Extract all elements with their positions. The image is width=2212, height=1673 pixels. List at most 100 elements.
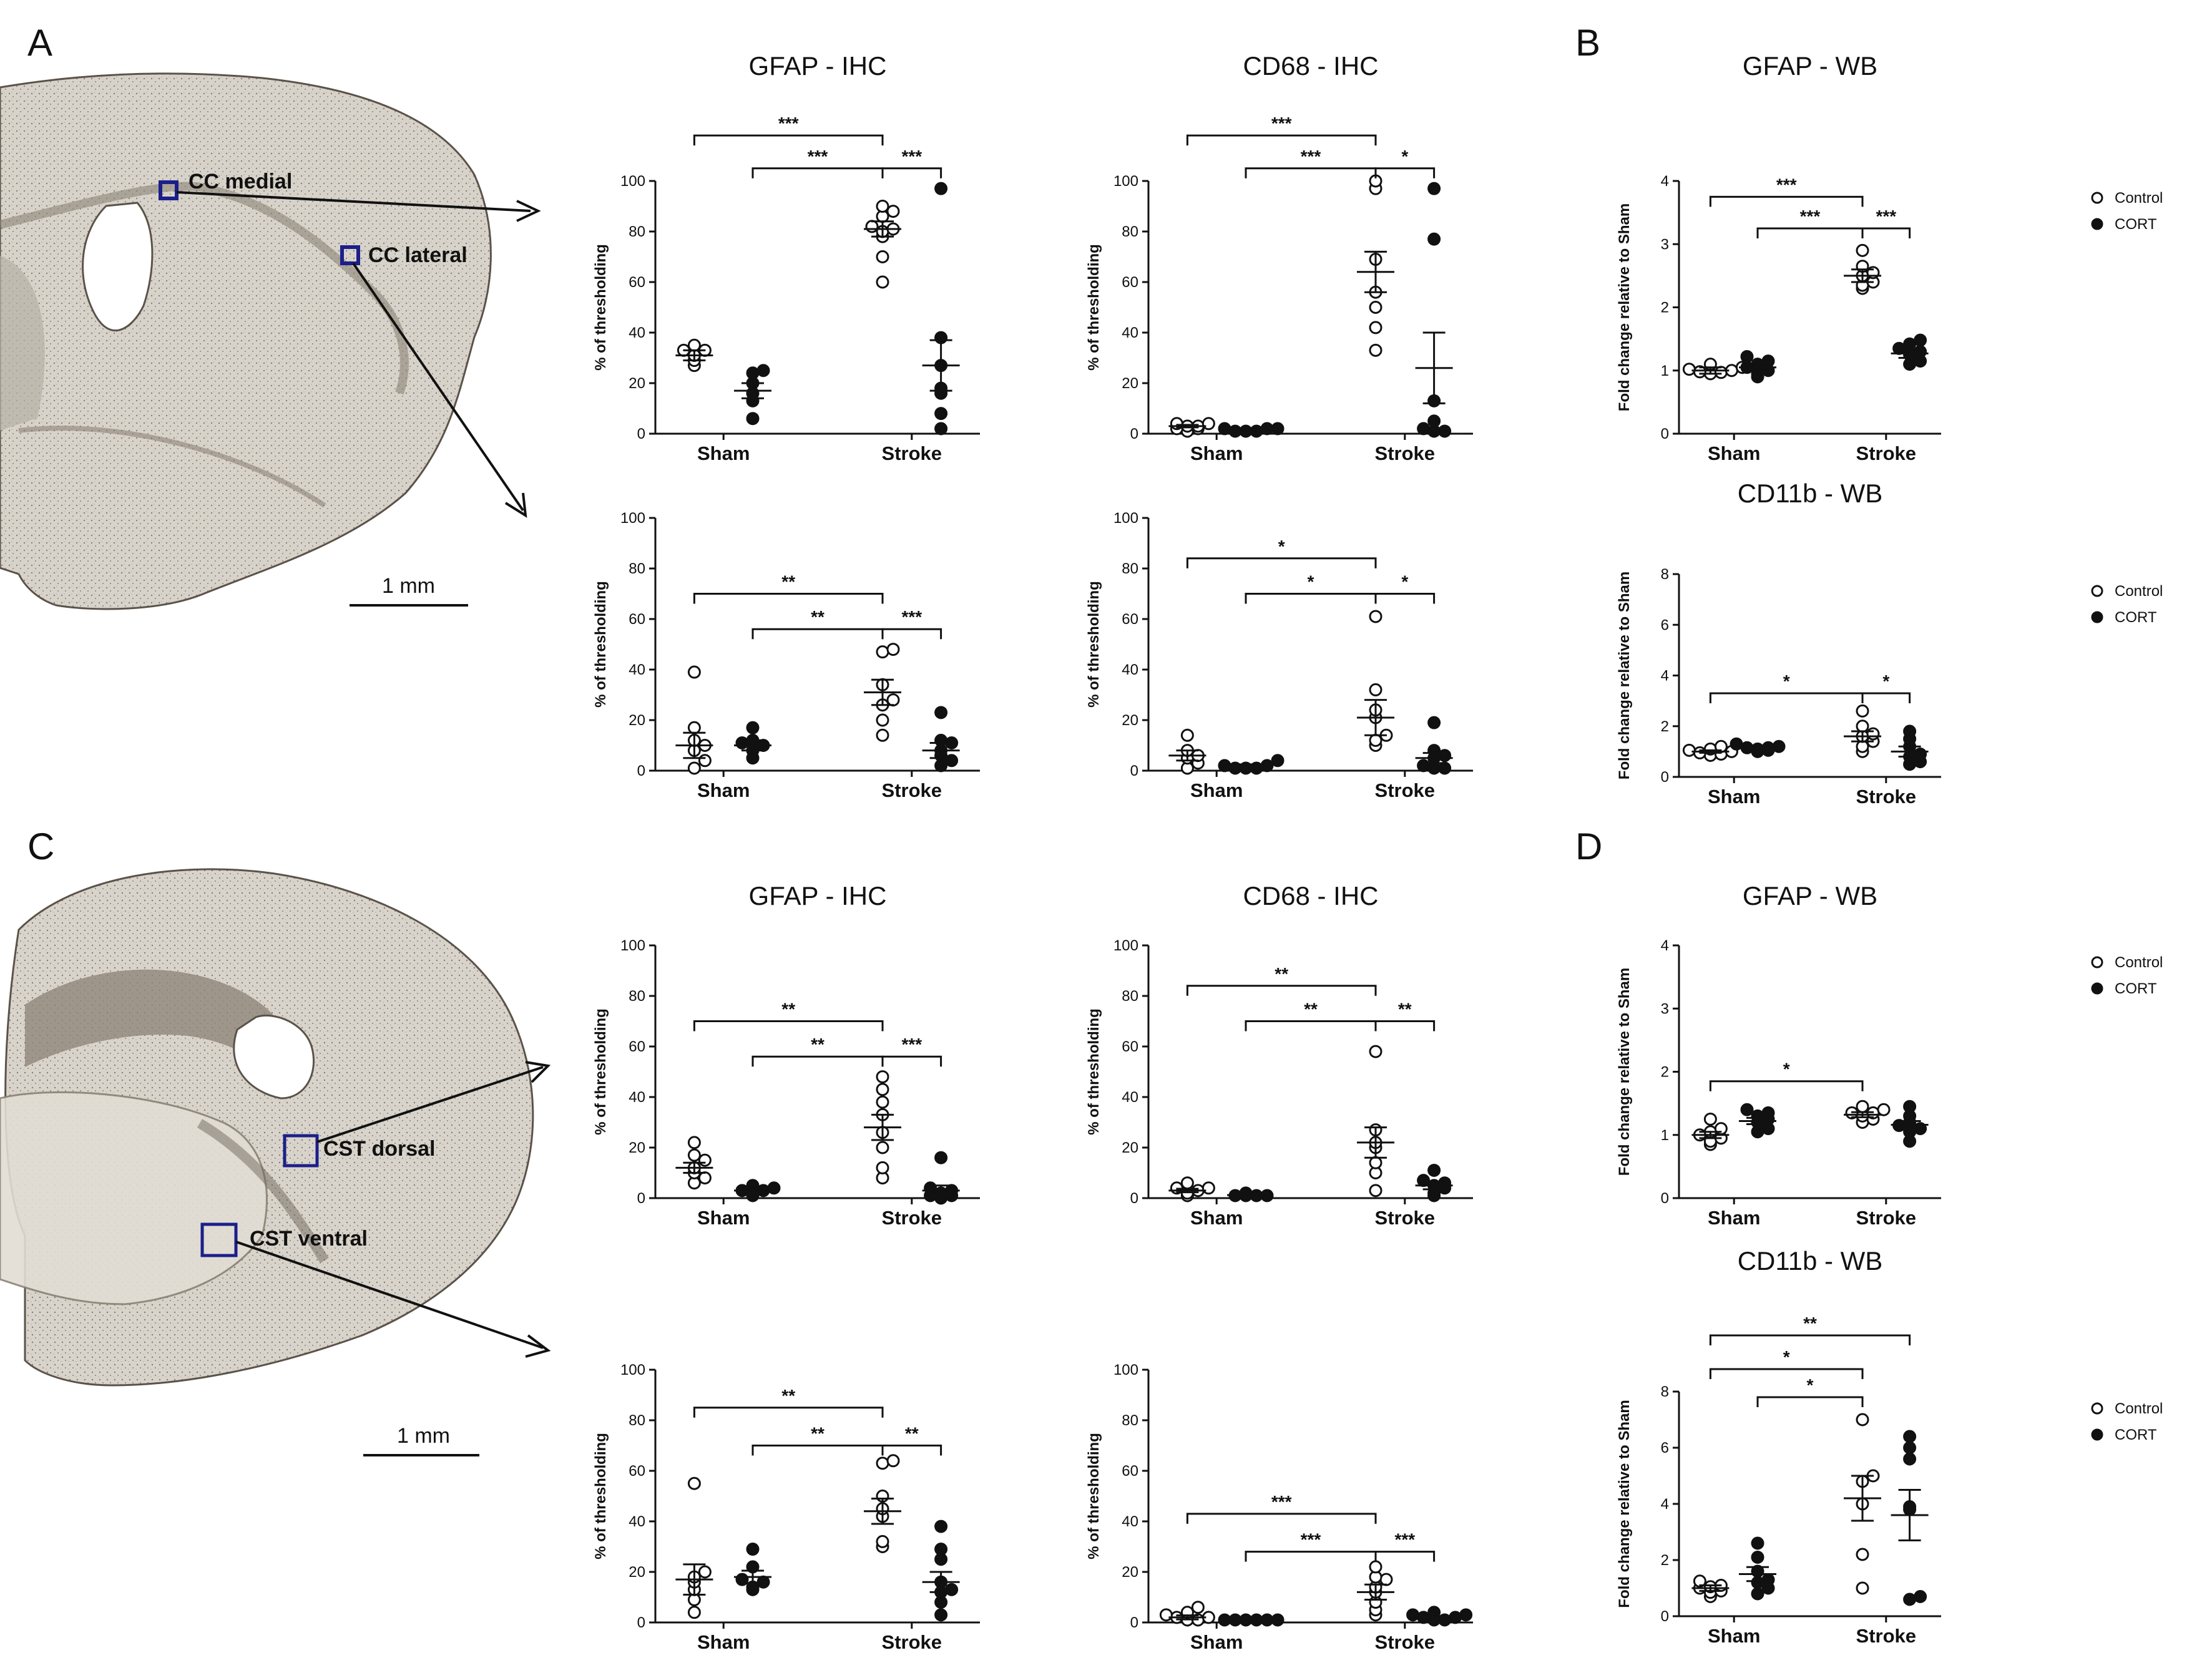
legend-marker-control: [2091, 956, 2103, 968]
y-tick-label: 60: [1122, 611, 1138, 628]
legend-marker-control: [2091, 192, 2103, 204]
significance-label: ***: [1301, 147, 1321, 166]
data-point: [945, 1583, 959, 1596]
data-point: [934, 407, 948, 421]
data-point: [1914, 747, 1927, 761]
data-point: [1427, 716, 1441, 729]
significance-bracket: [693, 1407, 884, 1418]
significance-bracket: [693, 593, 884, 604]
data-point: [1159, 1608, 1173, 1622]
significance-bracket: [1756, 1396, 1864, 1407]
ventricle-top: [82, 202, 154, 332]
y-tick-label: 8: [1661, 1383, 1669, 1400]
y-tick-label: 100: [620, 937, 645, 954]
data-point: [865, 220, 879, 233]
data-point: [876, 728, 889, 742]
chart-title: GFAP - IHC: [749, 881, 887, 910]
data-point: [1903, 1100, 1917, 1113]
x-category-label: Stroke: [1375, 1631, 1435, 1653]
data-point: [1877, 1103, 1891, 1116]
data-point: [1740, 1103, 1754, 1116]
significance-bracket: [1245, 1020, 1377, 1032]
y-tick-label: 80: [1122, 560, 1138, 577]
significance-label: **: [1275, 964, 1288, 983]
data-point: [1369, 733, 1382, 747]
roi-cst-ventral: [200, 1222, 238, 1257]
significance-bracket: [881, 1445, 942, 1456]
data-point: [1914, 344, 1927, 358]
y-tick-label: 80: [1122, 223, 1138, 240]
significance-label: *: [1401, 572, 1408, 592]
significance-bracket: [1709, 1080, 1864, 1091]
data-point: [1369, 343, 1382, 357]
data-point: [756, 1575, 770, 1589]
y-tick-label: 1: [1661, 1127, 1669, 1144]
significance-label: *: [1308, 572, 1314, 592]
data-point: [1417, 422, 1431, 436]
data-point: [1856, 719, 1869, 733]
chart-a-cd68-ihc-lateral: % of thresholding 0 20 40 60 80 100 Sham Stroke *…: [1085, 510, 1473, 801]
y-tick-label: 2: [1661, 718, 1669, 735]
y-tick-label: 100: [620, 173, 645, 190]
arrow-cst-dorsal: [316, 1066, 544, 1143]
significance-bracket: [693, 134, 884, 146]
y-tick-label: 2: [1661, 300, 1669, 316]
chart-c-cd68-ihc-ventral: % of thresholding 0 20 40 60 80 100 Sham Stroke *…: [1085, 1362, 1473, 1653]
data-point: [1751, 1551, 1764, 1564]
y-axis-label: % of thresholding: [592, 1008, 609, 1135]
data-point: [698, 754, 712, 768]
y-tick-label: 60: [1122, 274, 1138, 291]
significance-bracket: [1374, 1551, 1436, 1562]
y-axis-label: % of thresholding: [1085, 1433, 1102, 1559]
legend-label-control: Control: [2115, 190, 2163, 207]
y-tick-label: 100: [1113, 937, 1138, 954]
y-tick-label: 100: [1113, 1362, 1138, 1378]
y-tick-label: 0: [637, 1190, 645, 1207]
data-point: [876, 1161, 889, 1174]
data-point: [1740, 349, 1754, 363]
y-tick-label: 0: [637, 426, 645, 442]
x-category-label: Stroke: [1375, 1207, 1435, 1229]
data-point: [746, 366, 760, 380]
significance-label: **: [1803, 1314, 1817, 1333]
y-tick-label: 20: [1122, 712, 1138, 729]
data-point: [1903, 337, 1917, 351]
y-tick-label: 0: [1130, 1190, 1138, 1207]
panel-letter-a: A: [27, 22, 53, 64]
data-point: [876, 1141, 889, 1154]
data-point: [735, 736, 749, 749]
data-point: [1369, 1184, 1382, 1197]
data-point: [934, 706, 948, 719]
significance-bracket: [751, 1055, 884, 1067]
significance-label: **: [811, 1424, 825, 1443]
data-point: [1856, 1548, 1869, 1561]
data-point: [876, 200, 889, 213]
data-point: [687, 338, 701, 352]
data-point: [1427, 414, 1441, 428]
data-point: [746, 412, 760, 426]
data-point: [1856, 1100, 1869, 1113]
y-tick-label: 0: [1130, 1614, 1138, 1631]
data-point: [1438, 1176, 1452, 1190]
y-tick-label: 80: [629, 1412, 645, 1429]
chart-a-cd68-ihc: CD68 - IHC % of thresholding 0 20 40 60 80 100 S…: [1085, 51, 1473, 464]
significance-label: *: [1401, 147, 1408, 166]
y-axis-label: Fold change relative to Sham: [1616, 968, 1633, 1176]
data-point: [934, 422, 948, 436]
x-category-label: Sham: [697, 1631, 750, 1653]
y-axis-label: % of thresholding: [592, 244, 609, 371]
data-point: [1903, 724, 1917, 738]
significance-bracket: [1709, 1334, 1911, 1345]
data-point: [1730, 737, 1743, 751]
significance-label: **: [781, 1386, 795, 1405]
data-point: [934, 1543, 948, 1556]
data-point: [687, 1148, 701, 1162]
significance-label: **: [811, 607, 825, 627]
significance-label: **: [811, 1035, 825, 1054]
data-point: [1903, 1593, 1917, 1606]
y-tick-label: 8: [1661, 566, 1669, 583]
legend-label-control: Control: [2115, 954, 2163, 971]
y-axis-label: Fold change relative to Sham: [1616, 1400, 1633, 1607]
y-tick-label: 80: [629, 223, 645, 240]
data-point: [876, 1095, 889, 1109]
